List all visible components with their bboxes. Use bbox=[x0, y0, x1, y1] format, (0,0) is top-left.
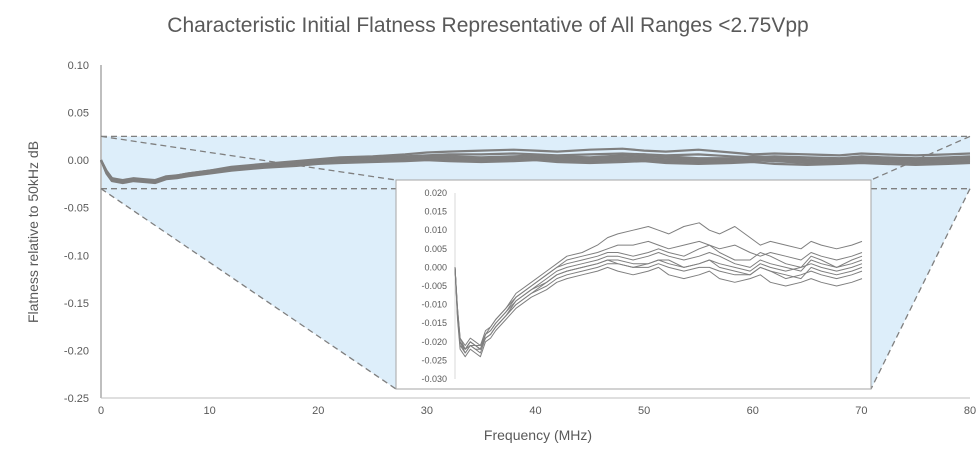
inset-panel bbox=[395, 179, 872, 390]
y-tick-label: 0.05 bbox=[68, 108, 89, 120]
x-tick-label: 40 bbox=[529, 405, 541, 417]
x-axis-title: Frequency (MHz) bbox=[484, 427, 592, 443]
inset-y-tick-label: -0.005 bbox=[421, 281, 447, 291]
inset-y-tick-label: 0.000 bbox=[424, 262, 447, 272]
inset-series-group bbox=[454, 222, 863, 358]
x-tick-label: 10 bbox=[204, 405, 216, 417]
y-tick-label: -0.20 bbox=[64, 345, 89, 357]
chart-title: Characteristic Initial Flatness Represen… bbox=[167, 14, 808, 37]
y-tick-label: -0.05 bbox=[64, 203, 89, 215]
inset-y-tick-label: -0.025 bbox=[421, 355, 447, 365]
y-tick-labels: 0.10 0.05 0.00 -0.05 -0.10 -0.15 -0.20 -0.25 bbox=[64, 60, 89, 405]
y-tick-label: 0.00 bbox=[68, 155, 89, 167]
x-tick-label: 20 bbox=[312, 405, 324, 417]
x-tick-label: 0 bbox=[98, 405, 104, 417]
x-tick-label: 50 bbox=[638, 405, 650, 417]
x-tick-label: 70 bbox=[855, 405, 867, 417]
inset-series-line bbox=[454, 244, 863, 350]
inset-y-tick-label: -0.010 bbox=[421, 300, 447, 310]
y-tick-label: -0.10 bbox=[64, 250, 89, 262]
inset-series-line bbox=[454, 259, 863, 350]
zoom-guide-line bbox=[870, 188, 971, 390]
x-tick-labels: 0 10 20 30 40 50 60 70 80 bbox=[98, 405, 976, 417]
main-series-group bbox=[99, 147, 971, 185]
inset-y-tick-label: 0.015 bbox=[424, 207, 447, 217]
inset-y-tick-label: 0.020 bbox=[424, 188, 447, 198]
y-axis-title: Flatness relative to 50kHz dB bbox=[25, 141, 41, 323]
x-tick-label: 80 bbox=[964, 405, 976, 417]
main-series-line bbox=[99, 157, 971, 183]
inset-y-tick-labels: 0.020 0.015 0.010 0.005 0.000 -0.005 -0.010 -0.… bbox=[421, 188, 447, 384]
y-tick-label: -0.15 bbox=[64, 298, 89, 310]
y-tick-label: 0.10 bbox=[68, 60, 89, 72]
main-series-line bbox=[99, 159, 971, 185]
inset-y-tick-label: -0.030 bbox=[421, 374, 447, 384]
inset-series-line bbox=[454, 222, 863, 346]
x-tick-label: 30 bbox=[421, 405, 433, 417]
inset-y-tick-label: 0.005 bbox=[424, 244, 447, 254]
inset-y-tick-label: 0.010 bbox=[424, 225, 447, 235]
zoom-guide-line bbox=[870, 135, 971, 181]
inset-y-tick-label: -0.015 bbox=[421, 318, 447, 328]
inset-y-tick-label: -0.020 bbox=[421, 337, 447, 347]
y-tick-label: -0.25 bbox=[64, 393, 89, 405]
x-tick-label: 60 bbox=[747, 405, 759, 417]
inset-series-line bbox=[454, 266, 863, 358]
inset-series-line bbox=[454, 240, 863, 350]
